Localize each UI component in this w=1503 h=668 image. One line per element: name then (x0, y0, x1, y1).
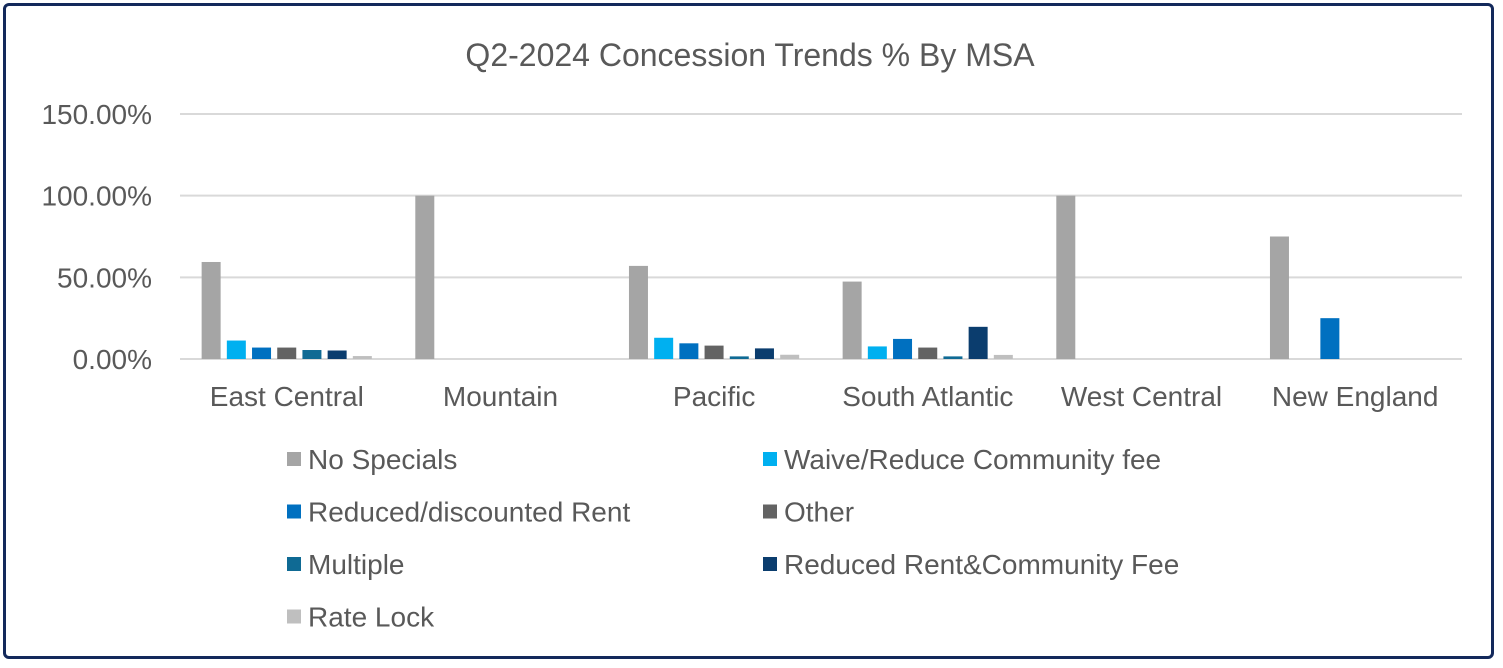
bar-pacific-0 (628, 265, 648, 359)
x-tick-label: East Central (210, 381, 364, 412)
bar-east-central-3 (277, 347, 297, 359)
bar-new-england-2 (1320, 318, 1340, 359)
legend-swatch (287, 452, 301, 466)
x-tick-label: Mountain (443, 381, 558, 412)
bar-south-atlantic-6 (993, 354, 1013, 359)
legend-label: Rate Lock (308, 602, 435, 633)
bar-east-central-4 (302, 350, 322, 359)
legend-label: No Specials (308, 444, 457, 475)
legend-label: Multiple (308, 549, 404, 580)
y-tick-label: 100.00% (41, 181, 152, 212)
bar-south-atlantic-3 (918, 347, 938, 359)
x-tick-label: Pacific (673, 381, 755, 412)
bar-east-central-2 (252, 347, 272, 359)
bar-south-atlantic-5 (968, 326, 988, 359)
legend-swatch (287, 504, 301, 519)
bar-pacific-6 (780, 354, 800, 359)
bar-south-atlantic-0 (842, 281, 862, 359)
bar-east-central-0 (201, 261, 221, 359)
legend-swatch (763, 504, 777, 519)
legend-label: Other (784, 497, 854, 528)
legend-swatch (763, 557, 777, 571)
bar-new-england-0 (1269, 236, 1289, 359)
bar-south-atlantic-1 (867, 346, 887, 359)
chart-title: Q2-2024 Concession Trends % By MSA (465, 37, 1035, 73)
bar-mountain-0 (415, 195, 435, 359)
legend-swatch (287, 609, 301, 624)
bar-pacific-1 (654, 337, 674, 359)
legend-label: Reduced Rent&Community Fee (784, 549, 1179, 580)
x-tick-label: West Central (1061, 381, 1222, 412)
legend-swatch (287, 557, 301, 571)
bar-east-central-1 (226, 340, 246, 359)
chart-frame (3, 3, 1494, 659)
y-tick-label: 0.00% (73, 344, 152, 375)
y-tick-label: 150.00% (41, 99, 152, 130)
y-tick-label: 50.00% (57, 262, 152, 293)
bar-west-central-0 (1056, 195, 1076, 359)
bar-south-atlantic-4 (943, 356, 963, 359)
bar-east-central-6 (352, 356, 372, 359)
x-tick-label: South Atlantic (842, 381, 1013, 412)
bar-south-atlantic-2 (893, 338, 913, 359)
legend-label: Reduced/discounted Rent (308, 497, 630, 528)
legend-label: Waive/Reduce Community fee (784, 444, 1161, 475)
bar-pacific-4 (729, 356, 749, 359)
bar-pacific-3 (704, 345, 724, 359)
bar-east-central-5 (327, 350, 347, 359)
legend-swatch (763, 452, 777, 466)
x-tick-label: New England (1272, 381, 1439, 412)
bar-pacific-2 (679, 343, 699, 359)
bar-pacific-5 (754, 348, 774, 359)
